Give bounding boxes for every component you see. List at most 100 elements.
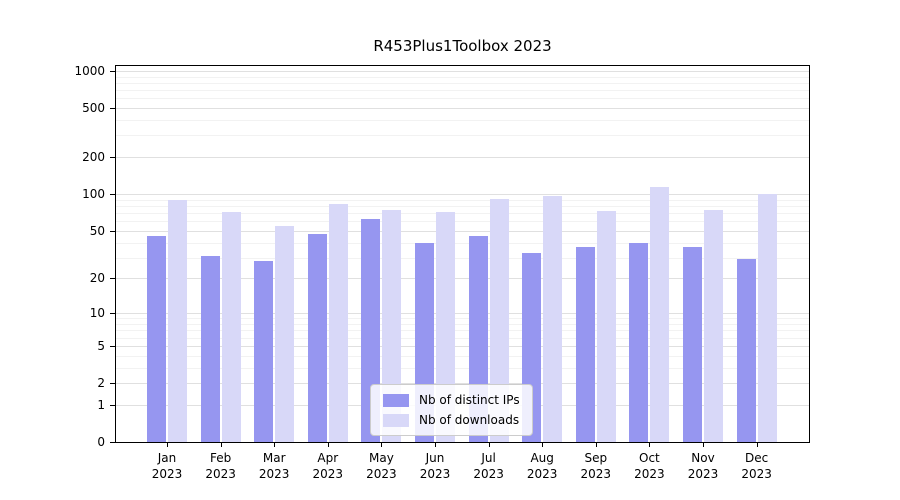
x-tick-month: Mar bbox=[262, 451, 286, 465]
y-tick-label: 20 bbox=[89, 271, 105, 286]
x-tick-mark bbox=[703, 443, 704, 447]
minor-gridline bbox=[116, 199, 809, 201]
x-tick-year: 2023 bbox=[366, 467, 397, 481]
x-tick-month: Jul bbox=[481, 451, 496, 465]
minor-gridline bbox=[116, 221, 809, 223]
minor-gridline bbox=[116, 324, 809, 325]
bar-distinct-ips-jan bbox=[147, 236, 166, 442]
x-tick-month: Jun bbox=[425, 451, 445, 465]
minor-gridline bbox=[116, 330, 809, 332]
y-tick-mark bbox=[110, 442, 115, 443]
y-tick-label: 0 bbox=[97, 435, 105, 449]
y-tick-label: 100 bbox=[82, 187, 105, 202]
bar-downloads-sep bbox=[596, 210, 616, 442]
x-tick-year: 2023 bbox=[473, 467, 504, 481]
x-tick-mark bbox=[167, 443, 168, 447]
x-tick-month: Apr bbox=[317, 451, 339, 465]
minor-gridline bbox=[116, 257, 809, 259]
bar-downloads-dec bbox=[757, 194, 777, 442]
y-tick-mark bbox=[110, 157, 115, 159]
x-tick-year: 2023 bbox=[634, 467, 665, 481]
bar-distinct-ips-oct bbox=[629, 242, 649, 442]
x-tick-month: Sep bbox=[584, 451, 608, 465]
y-tick-label: 2 bbox=[97, 376, 105, 390]
x-tick-month: Feb bbox=[209, 451, 232, 465]
bar-downloads-jul bbox=[489, 198, 509, 442]
x-tick-label: Jan 2023 bbox=[135, 450, 199, 482]
x-tick-mark bbox=[649, 443, 651, 447]
x-tick-month: Dec bbox=[744, 451, 769, 465]
x-tick-month: Aug bbox=[530, 451, 554, 465]
minor-gridline bbox=[116, 120, 809, 121]
x-tick-year: 2023 bbox=[205, 467, 236, 481]
bar-downloads-feb bbox=[221, 211, 241, 442]
x-tick-mark bbox=[756, 443, 758, 447]
x-tick-label: Sep 2023 bbox=[564, 450, 628, 482]
major-gridline bbox=[116, 157, 809, 159]
minor-gridline bbox=[116, 98, 809, 100]
major-gridline bbox=[116, 383, 809, 384]
major-gridline bbox=[116, 313, 809, 315]
plot-area: Nb of distinct IPs Nb of downloads bbox=[115, 65, 810, 443]
x-tick-year: 2023 bbox=[151, 467, 183, 481]
bar-distinct-ips-dec bbox=[736, 259, 756, 442]
x-tick-label: May 2023 bbox=[349, 450, 413, 482]
x-tick-mark bbox=[595, 443, 597, 447]
x-tick-month: Oct bbox=[639, 451, 660, 465]
x-tick-label: Apr 2023 bbox=[296, 450, 360, 482]
y-tick-mark bbox=[110, 70, 115, 72]
x-tick-year: 2023 bbox=[419, 467, 451, 481]
y-tick-label: 1000 bbox=[74, 63, 105, 78]
y-tick-mark bbox=[110, 404, 115, 406]
major-gridline bbox=[116, 278, 809, 280]
bar-distinct-ips-apr bbox=[307, 234, 327, 442]
y-tick-mark bbox=[110, 230, 115, 232]
bar-distinct-ips-mar bbox=[254, 261, 274, 442]
major-gridline bbox=[116, 230, 809, 232]
bar-downloads-mar bbox=[275, 225, 295, 442]
minor-gridline bbox=[116, 213, 809, 214]
minor-gridline bbox=[116, 355, 809, 357]
y-tick-label: 200 bbox=[82, 150, 105, 165]
y-tick-mark bbox=[110, 313, 115, 315]
legend-label-downloads: Nb of downloads bbox=[419, 413, 520, 427]
legend-item-distinct-ips: Nb of distinct IPs bbox=[383, 393, 520, 407]
bar-distinct-ips-sep bbox=[575, 246, 595, 442]
y-tick-label: 1 bbox=[97, 397, 105, 412]
minor-gridline bbox=[116, 135, 809, 137]
major-gridline bbox=[116, 70, 809, 72]
bar-downloads-aug bbox=[543, 195, 563, 442]
legend-swatch-downloads bbox=[383, 413, 409, 427]
y-tick-mark bbox=[110, 108, 115, 109]
major-gridline bbox=[116, 194, 809, 196]
y-tick-label: 5 bbox=[97, 338, 105, 353]
x-tick-year: 2023 bbox=[687, 467, 719, 481]
minor-gridline bbox=[116, 82, 809, 84]
x-tick-month: May bbox=[368, 451, 394, 465]
bar-downloads-jan bbox=[168, 200, 187, 442]
major-gridline bbox=[116, 345, 809, 347]
legend-item-downloads: Nb of downloads bbox=[383, 413, 520, 427]
legend-label-distinct-ips: Nb of distinct IPs bbox=[419, 393, 520, 407]
y-tick-mark bbox=[110, 278, 115, 280]
x-tick-month: Nov bbox=[691, 451, 715, 465]
x-tick-year: 2023 bbox=[312, 467, 344, 481]
legend-swatch-distinct-ips bbox=[383, 393, 409, 407]
x-tick-label: Aug 2023 bbox=[510, 450, 574, 482]
y-tick-label: 500 bbox=[82, 101, 105, 115]
x-tick-mark bbox=[542, 443, 544, 447]
y-tick-mark bbox=[110, 383, 115, 384]
x-tick-year: 2023 bbox=[741, 467, 772, 481]
chart-title: R453Plus1Toolbox 2023 bbox=[373, 37, 552, 55]
x-tick-label: Dec 2023 bbox=[725, 450, 789, 482]
bar-distinct-ips-feb bbox=[200, 255, 220, 442]
x-tick-label: Jun 2023 bbox=[403, 450, 467, 482]
x-tick-mark bbox=[274, 443, 276, 447]
y-tick-label: 10 bbox=[89, 306, 105, 321]
minor-gridline bbox=[116, 318, 809, 320]
x-tick-mark bbox=[220, 443, 222, 447]
minor-gridline bbox=[116, 337, 809, 339]
x-tick-label: Feb 2023 bbox=[189, 450, 253, 482]
minor-gridline bbox=[116, 242, 809, 244]
